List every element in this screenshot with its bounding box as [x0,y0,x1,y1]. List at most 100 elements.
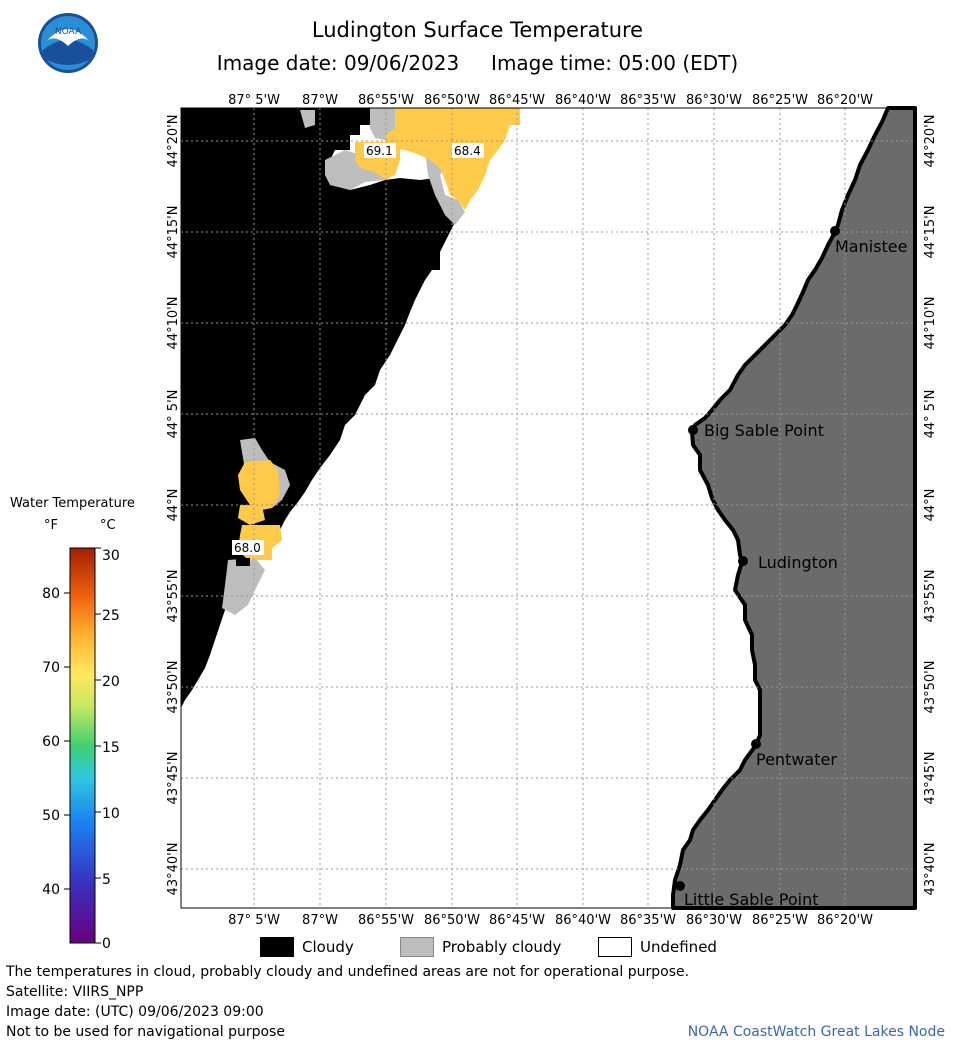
lat-label: 44°N [923,489,938,522]
lon-label: 86°30'W [686,913,742,928]
credit-link[interactable]: NOAA CoastWatch Great Lakes Node [687,1024,945,1040]
f-tick: 80 [42,586,60,602]
lon-label: 86°20'W [817,913,873,928]
city-label-ludington: Ludington [758,553,838,572]
lat-label: 43°50'N [166,661,181,714]
lat-label: 44° 5'N [166,390,181,439]
lat-label: 44°10'N [923,297,938,350]
c-tick: 30 [102,548,120,564]
lon-label: 86°45'W [489,93,545,108]
logo-text: NOAA [55,27,82,37]
map-title: Ludington Surface Temperature [311,18,644,42]
lon-label: 87° 5'W [228,913,280,928]
colorbar-c-labels: 30 25 20 15 10 5 0 [102,548,120,952]
key-cloudy-label: Cloudy [302,938,354,956]
c-tick: 15 [102,740,120,756]
lat-label: 43°55'N [923,570,938,623]
f-tick: 60 [42,734,60,750]
city-dot-ludington [738,556,748,566]
c-tick: 10 [102,806,120,822]
lat-labels-right: 44°20'N 44°15'N 44°10'N 44° 5'N 44°N 43°… [923,115,938,896]
lon-label: 86°55'W [358,93,414,108]
lon-label: 86°50'W [424,913,480,928]
c-tick: 20 [102,674,120,690]
lat-label: 43°50'N [923,661,938,714]
key-undefined: Undefined [598,937,717,957]
lon-label: 86°25'W [752,93,808,108]
city-dot-little-sable-point [675,881,685,891]
city-markers [675,226,840,891]
key-cloudy: Cloudy [260,937,354,957]
colorbar-f-labels: 80 70 60 50 40 [42,586,60,898]
city-label-pentwater: Pentwater [756,750,837,769]
city-label-big-sable-point: Big Sable Point [704,421,824,440]
lat-label: 44°10'N [166,297,181,350]
f-tick: 70 [42,660,60,676]
navigation-note: Not to be used for navigational purpose [6,1024,285,1040]
lat-label: 43°40'N [923,843,938,896]
f-tick: 40 [42,882,60,898]
lon-label: 87°W [302,93,338,108]
lon-label: 86°45'W [489,913,545,928]
sst-value: 69.1 [366,144,393,158]
lon-label: 86°40'W [555,93,611,108]
noaa-logo: NOAA [38,13,98,73]
lon-labels-bottom: 87° 5'W 87°W 86°55'W 86°50'W 86°45'W 86°… [228,913,873,928]
city-dot-pentwater [751,739,761,749]
key-probably-cloudy: Probably cloudy [400,937,561,957]
sst-value: 68.0 [234,541,261,555]
legend-title: Water Temperature [10,496,135,511]
lon-label: 86°30'W [686,93,742,108]
lon-label: 86°35'W [620,93,676,108]
swatch-cloudy [260,937,294,957]
lat-label: 43°45'N [166,752,181,805]
lat-label: 44°20'N [166,115,181,168]
city-label-little-sable-point: Little Sable Point [684,890,819,909]
sst-value: 68.4 [454,144,481,158]
swatch-probably-cloudy [400,937,434,957]
unit-fahrenheit: °F [44,518,58,533]
lat-label: 43°45'N [923,752,938,805]
lat-label: 44°N [166,489,181,522]
lon-label: 86°55'W [358,913,414,928]
city-labels: Manistee Big Sable Point Ludington Pentw… [684,237,908,909]
f-tick: 50 [42,808,60,824]
city-dot-big-sable-point [688,425,698,435]
key-undefined-label: Undefined [640,938,717,956]
lat-labels-left: 44°20'N 44°15'N 44°10'N 44° 5'N 44°N 43°… [166,115,181,896]
lon-label: 87°W [302,913,338,928]
map-border [180,107,916,909]
city-dot-manistee [830,226,840,236]
key-probably-cloudy-label: Probably cloudy [442,938,562,956]
disclaimer-note: The temperatures in cloud, probably clou… [6,964,690,980]
c-tick: 25 [102,608,120,624]
lon-label: 86°50'W [424,93,480,108]
satellite-note: Satellite: VIIRS_NPP [6,984,144,1000]
lon-labels-top: 87° 5'W 87°W 86°55'W 86°50'W 86°45'W 86°… [228,93,873,108]
colorbar [69,547,96,944]
sst-value-labels: 69.1 68.4 68.0 [232,143,484,555]
colorbar-ticks [64,547,101,944]
lon-label: 86°35'W [620,913,676,928]
unit-celsius: °C [100,518,116,533]
lon-label: 86°20'W [817,93,873,108]
lat-label: 44° 5'N [923,390,938,439]
lat-label: 44°15'N [166,206,181,259]
swatch-undefined [598,937,632,957]
utc-date-note: Image date: (UTC) 09/06/2023 09:00 [6,1004,264,1020]
cloudy-pixel [236,558,250,566]
c-tick: 5 [102,872,111,888]
lat-label: 44°20'N [923,115,938,168]
lat-label: 43°55'N [166,570,181,623]
graticule [181,108,915,908]
lat-label: 43°40'N [166,843,181,896]
land-michigan [671,106,917,910]
lat-label: 44°15'N [923,206,938,259]
lon-label: 86°25'W [752,913,808,928]
image-date-time: Image date: 09/06/2023 Image time: 05:00… [216,51,739,75]
lon-label: 86°40'W [555,913,611,928]
city-label-manistee: Manistee [835,237,908,256]
c-tick: 0 [102,936,111,952]
lon-label: 87° 5'W [228,93,280,108]
